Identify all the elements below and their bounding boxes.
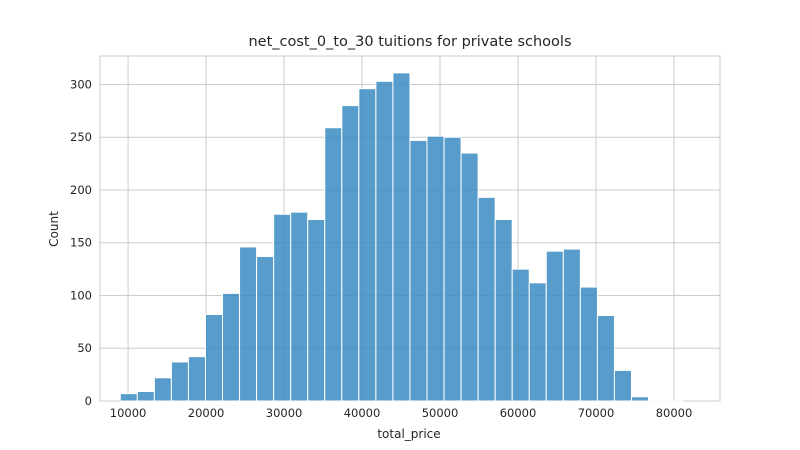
histogram-bar (460, 152, 479, 402)
histogram-bar (119, 393, 138, 402)
histogram-bar (579, 286, 598, 402)
histogram-bar (358, 88, 377, 402)
histogram-bar (494, 219, 513, 402)
histogram-bar (324, 127, 343, 402)
x-tick-label: 40000 (344, 406, 381, 420)
y-tick-label: 150 (70, 236, 92, 250)
histogram-bar (665, 399, 684, 402)
x-tick-labels: 10000 20000 30000 40000 50000 60000 70000 80000 (110, 406, 693, 420)
histogram-bar (409, 139, 428, 402)
y-tick-label: 250 (70, 130, 92, 144)
y-tick-labels: 0 50 100 150 200 250 300 (70, 77, 92, 408)
histogram-bar (222, 292, 241, 402)
y-tick-label: 50 (77, 341, 92, 355)
histogram-bar (511, 268, 530, 402)
histogram-bar (204, 313, 224, 402)
histogram-bar (528, 282, 547, 402)
histogram-bar (136, 391, 155, 402)
histogram-bars (119, 72, 684, 402)
histogram-bar (596, 315, 615, 402)
chart-title: net_cost_0_to_30 tuitions for private sc… (248, 34, 571, 50)
y-tick-label: 300 (70, 77, 92, 91)
histogram-bar (545, 250, 564, 402)
histogram-bar (256, 255, 275, 402)
histogram-bar (239, 246, 258, 402)
histogram-bar (170, 361, 189, 402)
histogram-bar (392, 72, 411, 402)
histogram-bar (375, 80, 394, 402)
histogram-bar (307, 219, 326, 402)
histogram-bar (273, 213, 292, 402)
histogram-bar (562, 248, 581, 402)
x-tick-label: 20000 (188, 406, 225, 420)
y-tick-label: 0 (85, 394, 92, 408)
histogram-bar (290, 211, 309, 402)
histogram-bar (477, 196, 496, 402)
histogram-bar (153, 377, 172, 402)
x-tick-label: 50000 (422, 406, 459, 420)
x-tick-label: 30000 (266, 406, 303, 420)
x-tick-label: 70000 (578, 406, 615, 420)
histogram-bar (613, 369, 632, 402)
x-tick-label: 80000 (656, 406, 693, 420)
y-tick-label: 200 (70, 183, 92, 197)
histogram-bar (341, 105, 360, 402)
y-axis-label: Count (47, 211, 61, 247)
histogram-bar (426, 135, 445, 402)
x-axis-label: total_price (377, 427, 440, 441)
histogram-bar (187, 356, 206, 402)
y-tick-label: 100 (70, 288, 92, 302)
histogram-bar (443, 136, 462, 402)
histogram-bar (630, 396, 650, 402)
histogram-bar (648, 399, 667, 402)
x-tick-label: 10000 (110, 406, 147, 420)
x-tick-label: 60000 (500, 406, 537, 420)
